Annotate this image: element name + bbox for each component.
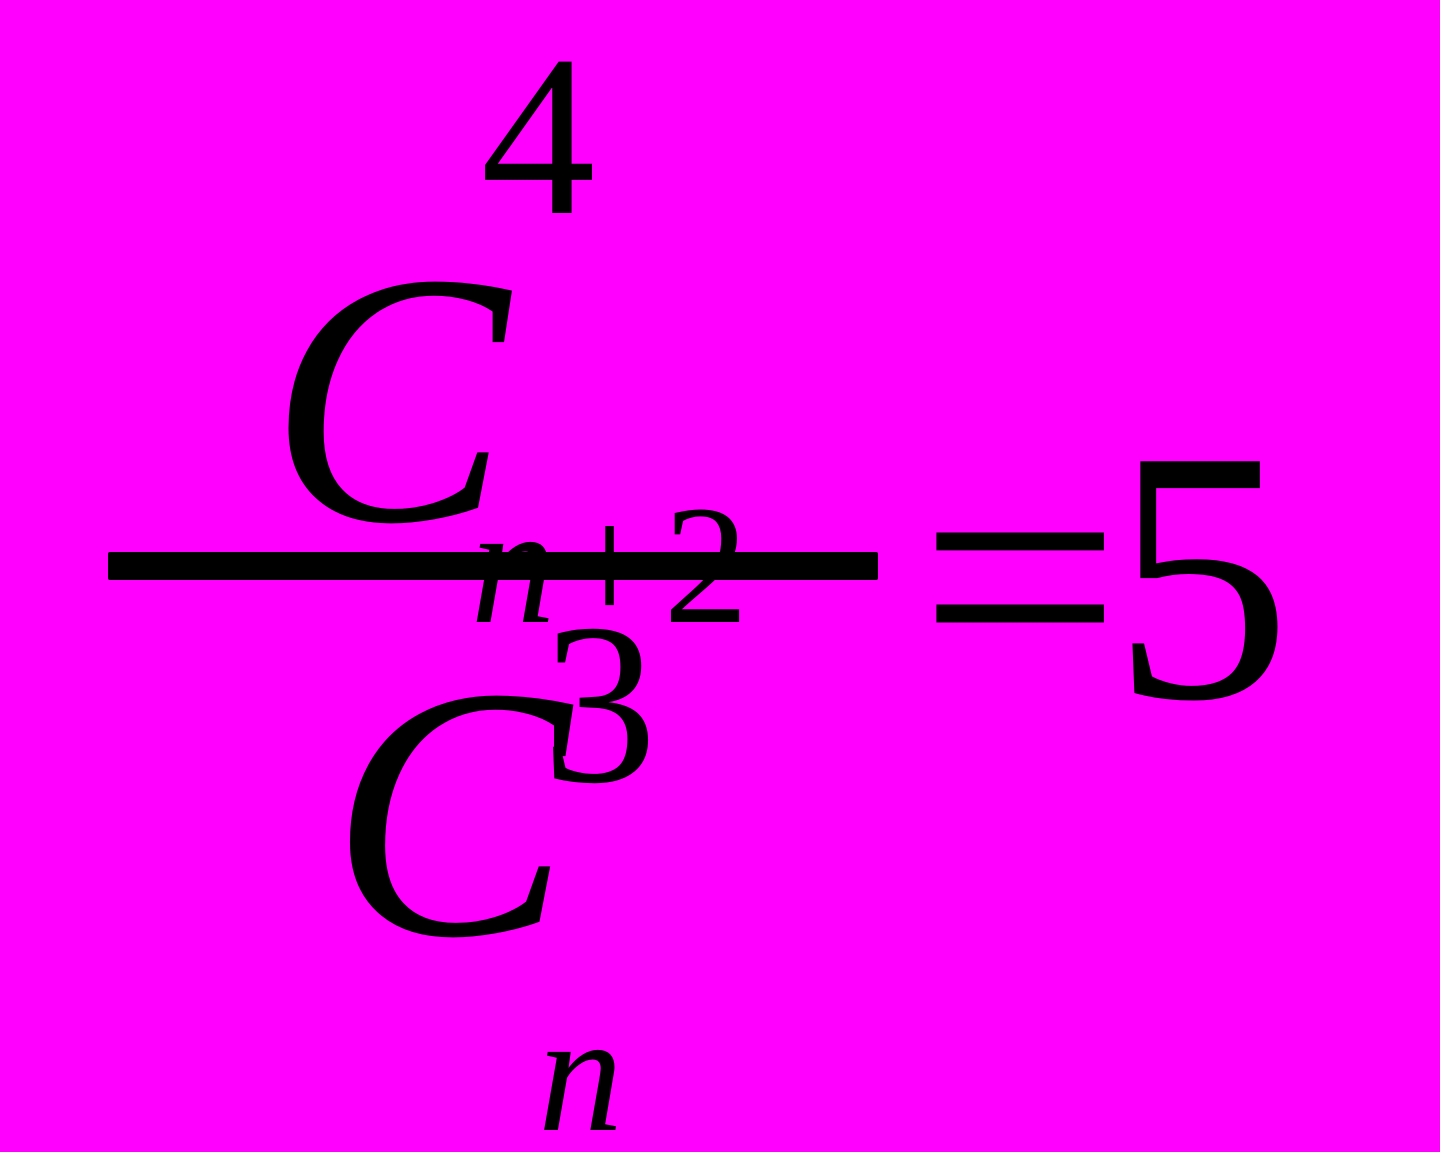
denominator-superscript: 3	[542, 600, 657, 807]
fraction: C 4 n+2 C 3 n	[108, 122, 878, 1030]
subscript-num: 2	[663, 471, 748, 659]
numerator-superscript: 4	[481, 32, 596, 239]
denominator-subscript: n	[538, 997, 623, 1150]
rhs-value: 5	[1112, 396, 1292, 756]
numerator: C 4 n+2	[228, 122, 758, 552]
equation: C 4 n+2 C 3 n = 5	[108, 122, 1291, 1030]
equals-sign: =	[918, 396, 1091, 756]
